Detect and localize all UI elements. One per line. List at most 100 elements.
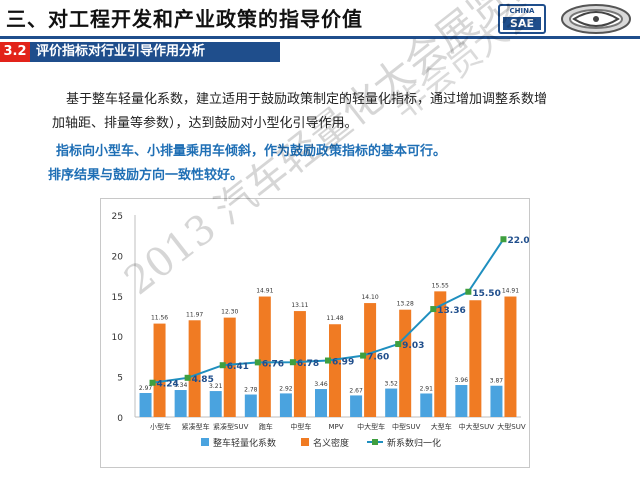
legend-item-coefficient: 整车轻量化系数	[213, 437, 276, 449]
bar-lightweight-coefficient	[244, 394, 257, 417]
bar-nominal-density	[329, 324, 341, 417]
legend-item-density: 名义密度	[313, 437, 349, 449]
data-label-line: 6.99	[332, 358, 354, 368]
line-point-marker	[500, 236, 507, 243]
line-point-marker	[289, 359, 296, 366]
line-point-marker	[325, 357, 331, 364]
x-category-label: 中大型SUV	[459, 422, 495, 431]
line-point-marker	[219, 362, 226, 369]
data-label-coefficient: 2.91	[420, 385, 434, 392]
data-label-line: 7.60	[367, 353, 389, 363]
data-label-coefficient: 3.46	[314, 381, 328, 388]
data-label-coefficient: 3.34	[174, 382, 188, 389]
highlight-line-1: 指标向小型车、小排量乘用车倾斜，作为鼓励政策指标的基本可行。	[56, 144, 447, 159]
combo-chart: 0 5 10 15 20 25 2.97 11.56 小型车 3.34 11.97 紧凑型车 3.21 1…	[112, 212, 536, 449]
data-label-line: 6.41	[227, 362, 249, 372]
y-tick-label: 0	[117, 414, 123, 424]
data-label-coefficient: 3.87	[490, 378, 504, 385]
data-label-line: 15.50	[472, 289, 500, 299]
y-tick-label: 5	[117, 374, 123, 384]
bar-nominal-density	[293, 311, 306, 417]
data-label-density: 14.91	[502, 288, 519, 295]
chart-container: 0 5 10 15 20 25 2.97 11.56 小型车 3.34 11.97 紧凑型车 3.21 1…	[100, 198, 536, 468]
bar-nominal-density	[364, 303, 377, 417]
section-title: 评价指标对行业引导作用分析	[36, 44, 206, 59]
data-label-coefficient: 2.97	[139, 385, 153, 392]
data-label-coefficient: 2.92	[279, 385, 293, 392]
bar-nominal-density	[469, 300, 482, 417]
line-point-marker	[465, 288, 472, 295]
line-point-marker	[430, 306, 437, 313]
bar-lightweight-coefficient	[315, 389, 327, 417]
bar-lightweight-coefficient	[385, 388, 398, 417]
data-label-density: 11.48	[326, 315, 343, 322]
bar-nominal-density	[223, 317, 236, 417]
y-tick-label: 25	[112, 212, 123, 222]
paragraph-line-2: 加轴距、排量等参数），达到鼓励对小型化引导作用。	[52, 116, 358, 131]
data-label-coefficient: 2.78	[244, 387, 258, 394]
bar-lightweight-coefficient	[139, 393, 152, 417]
x-category-label: 紧凑型车	[182, 422, 210, 431]
bar-lightweight-coefficient	[490, 385, 503, 417]
china-sae-logo: CHINA SAE	[498, 4, 546, 34]
data-label-density: 12.30	[221, 309, 238, 316]
highlight-line-2: 排序结果与鼓励方向一致性较好。	[48, 168, 244, 183]
line-point-marker	[149, 379, 156, 386]
line-point-marker	[254, 359, 261, 366]
data-label-density: 13.11	[291, 302, 308, 309]
data-label-line: 22.00	[507, 236, 529, 246]
page-title: 三、对工程开发和产业政策的指导价值	[6, 7, 363, 31]
bar-lightweight-coefficient	[350, 395, 363, 417]
bar-nominal-density	[188, 320, 201, 417]
line-point-marker	[395, 341, 402, 348]
data-label-density: 14.91	[256, 288, 273, 295]
data-label-coefficient: 3.96	[455, 377, 469, 384]
bar-lightweight-coefficient	[209, 391, 222, 417]
data-label-density: 14.10	[361, 294, 378, 301]
logo-line-1: CHINA	[509, 7, 535, 15]
x-category-label: MPV	[328, 423, 343, 431]
section-number: 3.2	[0, 42, 30, 62]
data-label-coefficient: 2.67	[349, 387, 363, 394]
data-label-density: 13.28	[397, 301, 414, 308]
legend-item-normalized: 新系数归一化	[387, 437, 441, 449]
data-label-line: 6.76	[262, 359, 284, 369]
data-label-density: 15.55	[432, 282, 449, 289]
data-label-coefficient: 3.52	[385, 381, 399, 388]
bar-lightweight-coefficient	[420, 393, 433, 417]
x-category-label: 中型SUV	[392, 422, 421, 431]
x-category-label: 跑车	[259, 422, 273, 431]
legend-item-density-swatch	[301, 438, 309, 446]
data-label-line: 13.36	[437, 306, 465, 316]
bar-lightweight-coefficient	[174, 390, 187, 417]
data-label-density: 11.97	[186, 311, 203, 318]
y-tick-label: 20	[112, 252, 124, 262]
title-underline	[0, 36, 640, 39]
logo-line-2: SAE	[503, 17, 541, 30]
legend-item-normalized-marker	[372, 439, 378, 445]
bar-nominal-density	[399, 309, 412, 417]
data-label-coefficient: 3.21	[209, 383, 223, 390]
x-category-label: 小型车	[150, 422, 171, 431]
body-paragraph: 基于整车轻量化系数，建立适用于鼓励政策制定的轻量化指标，通过增加调整系数增 加轴…	[52, 88, 592, 136]
data-label-line: 4.24	[157, 380, 179, 390]
bar-lightweight-coefficient	[455, 385, 468, 417]
x-category-label: 大型SUV	[497, 422, 526, 431]
legend-item-coefficient-swatch	[201, 438, 209, 446]
bar-nominal-density	[153, 323, 166, 417]
data-label-line: 6.78	[297, 359, 319, 369]
x-category-label: 中型车	[290, 422, 311, 431]
section-header: 3.2 评价指标对行业引导作用分析	[0, 42, 280, 62]
line-point-marker	[360, 352, 367, 359]
bar-nominal-density	[258, 296, 271, 417]
bar-nominal-density	[504, 296, 517, 417]
x-category-label: 大型车	[431, 422, 452, 431]
data-label-line: 9.03	[402, 341, 424, 351]
bar-nominal-density	[434, 291, 447, 417]
bar-lightweight-coefficient	[279, 393, 292, 417]
line-point-marker	[184, 374, 191, 381]
x-category-label: 中大型车	[357, 422, 385, 431]
paragraph-line-1: 基于整车轻量化系数，建立适用于鼓励政策制定的轻量化指标，通过增加调整系数增	[66, 92, 548, 107]
y-tick-label: 15	[112, 293, 123, 303]
x-category-label: 紧凑型SUV	[213, 422, 249, 431]
